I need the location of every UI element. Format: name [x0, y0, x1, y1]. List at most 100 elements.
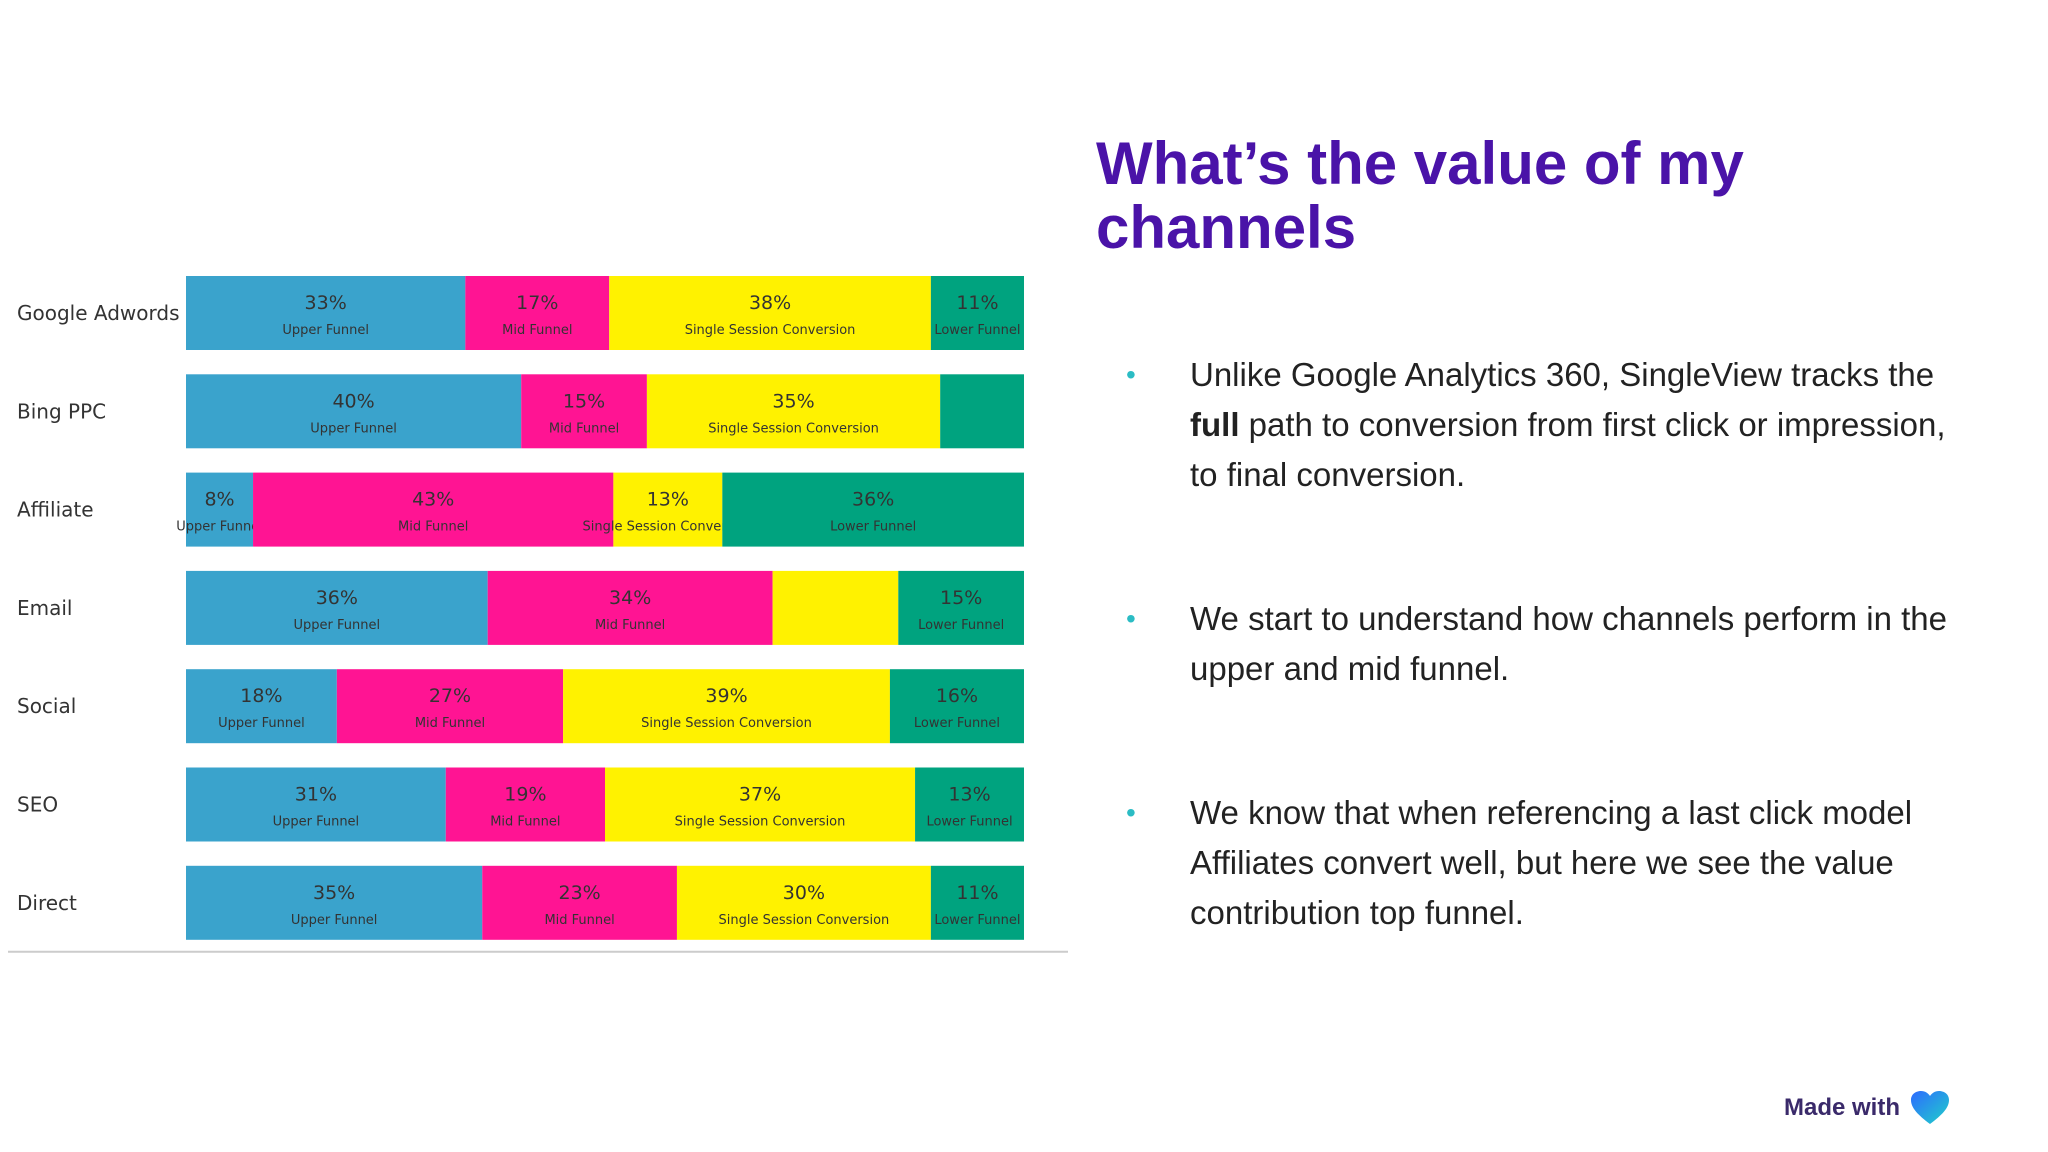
bullet-text-post: path to conversion from first click or i… — [1190, 406, 1946, 493]
bar-segment — [898, 570, 1024, 645]
data-label: 18% — [240, 685, 282, 707]
bar-segment — [646, 374, 941, 449]
bullet-item: • We start to understand how channels pe… — [1120, 594, 1980, 694]
bar-segment — [930, 865, 1024, 940]
data-label: 33% — [305, 292, 347, 314]
data-label: 13% — [647, 489, 689, 511]
stage-label: Single Session Conversion — [641, 716, 812, 731]
slide-title: What’s the value of my channels — [1096, 130, 1744, 261]
bar-segment — [772, 570, 899, 645]
data-label: 31% — [295, 784, 337, 806]
bar-segment — [186, 865, 483, 940]
data-label: 36% — [852, 489, 894, 511]
category-label: Social — [17, 694, 76, 718]
made-with-badge[interactable]: Made with — [1784, 1088, 1950, 1128]
stage-label: Lower Funnel — [934, 323, 1020, 338]
bar-segment — [915, 767, 1024, 842]
stage-label: Mid Funnel — [549, 421, 619, 436]
bar-segment — [336, 669, 564, 744]
data-label: 17% — [516, 292, 558, 314]
data-label: 11% — [956, 882, 998, 904]
data-label: 11% — [956, 292, 998, 314]
data-label: 36% — [316, 587, 358, 609]
bullet-text-pre: We know that when referencing a last cli… — [1190, 794, 1913, 931]
data-label: 16% — [936, 685, 978, 707]
stage-label: Lower Funnel — [926, 815, 1012, 830]
stage-label: Upper Funnel — [218, 716, 305, 731]
bullet-list: • Unlike Google Analytics 360, SingleVie… — [1120, 350, 1980, 1032]
bar-segment — [605, 767, 916, 842]
category-label: Email — [17, 596, 73, 620]
bar-segment — [889, 669, 1024, 744]
bullet-item: • Unlike Google Analytics 360, SingleVie… — [1120, 350, 1980, 500]
bar-segment — [676, 865, 931, 940]
data-label: 43% — [412, 489, 454, 511]
stage-label: Single Session Conversion — [582, 520, 753, 535]
data-label: 34% — [609, 587, 651, 609]
stage-label: Upper Funnel — [294, 618, 381, 633]
bullet-text-pre: We start to understand how channels perf… — [1190, 600, 1947, 687]
stage-label: Single Session Conversion — [719, 913, 890, 928]
stage-label: Mid Funnel — [502, 323, 572, 338]
category-label: Affiliate — [17, 498, 94, 522]
heart-icon — [1911, 1091, 1950, 1124]
bullet-dot: • — [1126, 359, 1136, 390]
data-label: 15% — [563, 390, 605, 412]
stage-label: Upper Funnel — [273, 815, 360, 830]
stage-label: Single Session Conversion — [675, 815, 846, 830]
made-with-text: Made with — [1784, 1094, 1901, 1121]
bar-segment — [563, 669, 890, 744]
bar-segment — [186, 472, 254, 547]
stage-label: Upper Funnel — [176, 520, 263, 535]
stage-label: Lower Funnel — [918, 618, 1004, 633]
bar-segment — [482, 865, 677, 940]
stage-label: Upper Funnel — [291, 913, 378, 928]
data-label: 15% — [940, 587, 982, 609]
bar-segment — [253, 472, 614, 547]
bullet-dot: • — [1126, 603, 1136, 634]
funnel-chart: Google Adwords 33% Upper Funnel 17% Mid Funn… — [0, 260, 1080, 960]
bar-segment — [609, 276, 931, 350]
data-label: 27% — [429, 685, 471, 707]
stage-label: Mid Funnel — [595, 618, 665, 633]
data-label: 37% — [739, 784, 781, 806]
data-label: 8% — [204, 489, 234, 511]
data-label: 19% — [504, 784, 546, 806]
bar-segment — [722, 472, 1024, 547]
bar-segment — [940, 374, 1024, 449]
bar-segment — [186, 276, 466, 350]
data-label: 13% — [948, 784, 990, 806]
stage-label: Mid Funnel — [398, 520, 468, 535]
stage-label: Single Session Conversion — [685, 323, 856, 338]
category-label: Bing PPC — [17, 399, 106, 423]
category-label: Google Adwords — [17, 301, 180, 325]
bar-segment — [465, 276, 610, 350]
stacked-bar-chart: Google Adwords 33% Upper Funnel 17% Mid Funn… — [8, 276, 1068, 953]
bar-segment — [930, 276, 1024, 350]
bullet-item: • We know that when referencing a last c… — [1120, 788, 1980, 938]
stage-label: Upper Funnel — [310, 421, 397, 436]
data-label: 38% — [749, 292, 791, 314]
stage-label: Lower Funnel — [914, 716, 1000, 731]
bar-segment — [186, 570, 488, 645]
stage-label: Mid Funnel — [415, 716, 485, 731]
stage-label: Mid Funnel — [544, 913, 614, 928]
bar-segment — [445, 767, 605, 842]
data-label: 23% — [558, 882, 600, 904]
stage-label: Mid Funnel — [490, 815, 560, 830]
bullet-text-bold: full — [1190, 406, 1240, 443]
data-label: 39% — [705, 685, 747, 707]
bar-segment — [186, 374, 522, 449]
bar-segment — [521, 374, 647, 449]
bar-segment — [186, 669, 337, 744]
bullet-dot: • — [1126, 797, 1136, 828]
category-label: SEO — [17, 793, 58, 817]
data-label: 35% — [313, 882, 355, 904]
stage-label: Upper Funnel — [282, 323, 369, 338]
stage-label: Lower Funnel — [934, 913, 1020, 928]
bar-segment — [186, 767, 446, 842]
stage-label: Single Session Conversion — [708, 421, 879, 436]
bullet-text-pre: Unlike Google Analytics 360, SingleView … — [1190, 356, 1935, 393]
bar-segment — [613, 472, 723, 547]
bar-segment — [487, 570, 773, 645]
